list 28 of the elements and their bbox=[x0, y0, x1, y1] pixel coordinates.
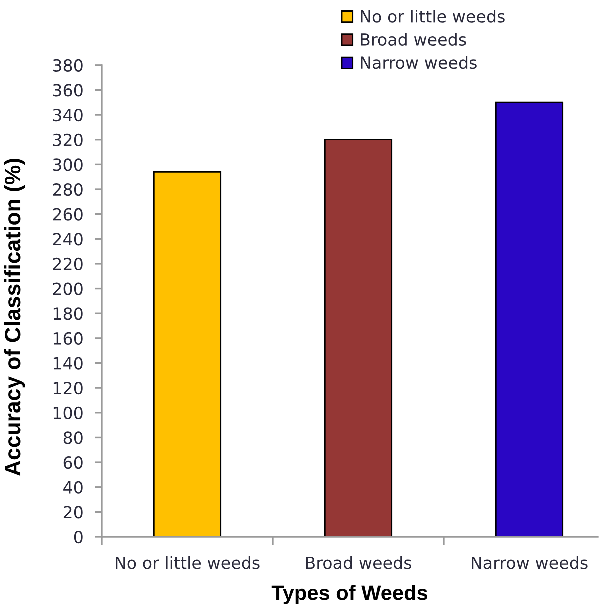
y-tick-label: 120 bbox=[54, 382, 83, 395]
y-tick-label: 180 bbox=[54, 308, 83, 320]
y-tick-label: 100 bbox=[54, 406, 83, 420]
y-tick-label: 340 bbox=[53, 109, 83, 122]
y-tick-label: 360 bbox=[53, 84, 83, 97]
x-tick-label: Broad weeds bbox=[306, 556, 412, 570]
y-tick-label: 380 bbox=[53, 59, 83, 72]
y-tick-label: 140 bbox=[54, 357, 83, 370]
legend-label: No or little weeds bbox=[361, 10, 505, 23]
y-tick-label: 0 bbox=[74, 530, 83, 544]
y-tick-label: 220 bbox=[53, 258, 83, 271]
legend-label: Broad weeds bbox=[361, 33, 466, 46]
x-axis-title: Types of Weeds bbox=[272, 585, 428, 604]
x-tick-label: Narrow weeds bbox=[472, 556, 588, 570]
y-tick-label: 60 bbox=[64, 456, 83, 470]
y-tick-label: 240 bbox=[53, 233, 83, 246]
y-axis-title: Accuracy of Classification (%) bbox=[4, 159, 26, 476]
y-tick-label: 300 bbox=[53, 158, 83, 172]
y-tick-label: 320 bbox=[53, 134, 83, 146]
y-tick-label: 40 bbox=[64, 481, 83, 494]
y-tick-label: 200 bbox=[53, 282, 83, 296]
y-tick-label: 20 bbox=[64, 506, 83, 519]
y-tick-label: 280 bbox=[53, 183, 83, 196]
y-tick-label: 160 bbox=[54, 332, 83, 345]
legend-label: Narrow weeds bbox=[361, 56, 477, 70]
y-tick-label: 260 bbox=[53, 208, 83, 221]
x-tick-label: No or little weeds bbox=[116, 556, 260, 570]
y-tick-label: 80 bbox=[64, 432, 83, 444]
